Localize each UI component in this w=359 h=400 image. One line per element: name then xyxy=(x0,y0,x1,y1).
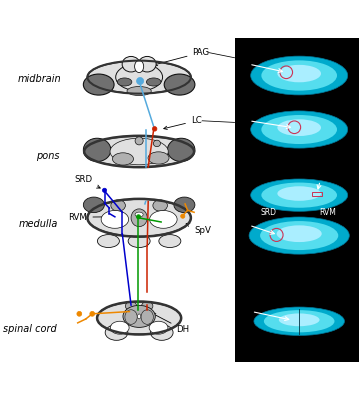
Ellipse shape xyxy=(105,325,128,340)
Ellipse shape xyxy=(153,140,160,147)
Ellipse shape xyxy=(125,310,137,324)
Ellipse shape xyxy=(102,188,107,192)
Ellipse shape xyxy=(279,314,320,326)
Text: PAG: PAG xyxy=(154,48,210,66)
Ellipse shape xyxy=(116,63,163,91)
Ellipse shape xyxy=(181,214,185,218)
Ellipse shape xyxy=(260,221,338,250)
Ellipse shape xyxy=(101,210,129,228)
Ellipse shape xyxy=(111,200,125,211)
Ellipse shape xyxy=(174,197,195,213)
Text: SpV: SpV xyxy=(186,223,211,235)
Text: spinal cord: spinal cord xyxy=(3,324,57,334)
Ellipse shape xyxy=(141,310,153,324)
Ellipse shape xyxy=(251,111,348,148)
Ellipse shape xyxy=(123,306,155,327)
Ellipse shape xyxy=(153,200,167,211)
Text: midbrain: midbrain xyxy=(18,74,61,84)
Ellipse shape xyxy=(150,325,173,340)
Ellipse shape xyxy=(136,78,144,84)
Text: medulla: medulla xyxy=(19,219,58,229)
Ellipse shape xyxy=(97,234,120,248)
Ellipse shape xyxy=(112,153,134,165)
Ellipse shape xyxy=(97,302,181,334)
Ellipse shape xyxy=(141,302,153,310)
Ellipse shape xyxy=(167,138,195,162)
Ellipse shape xyxy=(261,60,337,91)
FancyBboxPatch shape xyxy=(234,38,359,362)
Ellipse shape xyxy=(164,74,195,95)
Ellipse shape xyxy=(127,86,151,96)
Text: SRD: SRD xyxy=(260,208,276,217)
Ellipse shape xyxy=(131,209,147,227)
Ellipse shape xyxy=(254,307,344,336)
Ellipse shape xyxy=(138,56,156,72)
Ellipse shape xyxy=(251,179,348,211)
Ellipse shape xyxy=(278,186,321,201)
Ellipse shape xyxy=(261,182,337,208)
Ellipse shape xyxy=(110,321,129,334)
Ellipse shape xyxy=(117,78,132,86)
Ellipse shape xyxy=(264,310,335,332)
Ellipse shape xyxy=(251,56,348,95)
Ellipse shape xyxy=(152,127,157,131)
Ellipse shape xyxy=(150,210,177,228)
Ellipse shape xyxy=(110,138,168,165)
Ellipse shape xyxy=(135,60,144,73)
Text: SRD: SRD xyxy=(74,176,100,188)
Ellipse shape xyxy=(277,225,322,242)
Ellipse shape xyxy=(278,65,321,82)
Ellipse shape xyxy=(137,314,141,319)
Ellipse shape xyxy=(128,234,150,248)
Ellipse shape xyxy=(83,197,104,213)
Ellipse shape xyxy=(249,217,349,254)
Ellipse shape xyxy=(125,302,137,310)
Ellipse shape xyxy=(77,311,82,316)
Ellipse shape xyxy=(149,321,168,334)
Ellipse shape xyxy=(261,115,337,144)
Ellipse shape xyxy=(148,152,169,164)
Ellipse shape xyxy=(135,212,143,217)
Text: LC: LC xyxy=(164,116,202,130)
Ellipse shape xyxy=(83,138,111,162)
Ellipse shape xyxy=(90,311,95,316)
Ellipse shape xyxy=(136,215,141,219)
Ellipse shape xyxy=(83,74,114,95)
Text: pons: pons xyxy=(36,151,60,161)
Text: RVM: RVM xyxy=(69,213,111,222)
Ellipse shape xyxy=(87,199,191,236)
Ellipse shape xyxy=(146,78,161,86)
Ellipse shape xyxy=(135,137,143,145)
Ellipse shape xyxy=(87,61,191,93)
Ellipse shape xyxy=(159,234,181,248)
Text: DH: DH xyxy=(152,313,190,334)
Ellipse shape xyxy=(84,136,194,167)
Ellipse shape xyxy=(278,119,321,136)
Ellipse shape xyxy=(122,56,140,72)
Text: RVM: RVM xyxy=(320,208,336,217)
